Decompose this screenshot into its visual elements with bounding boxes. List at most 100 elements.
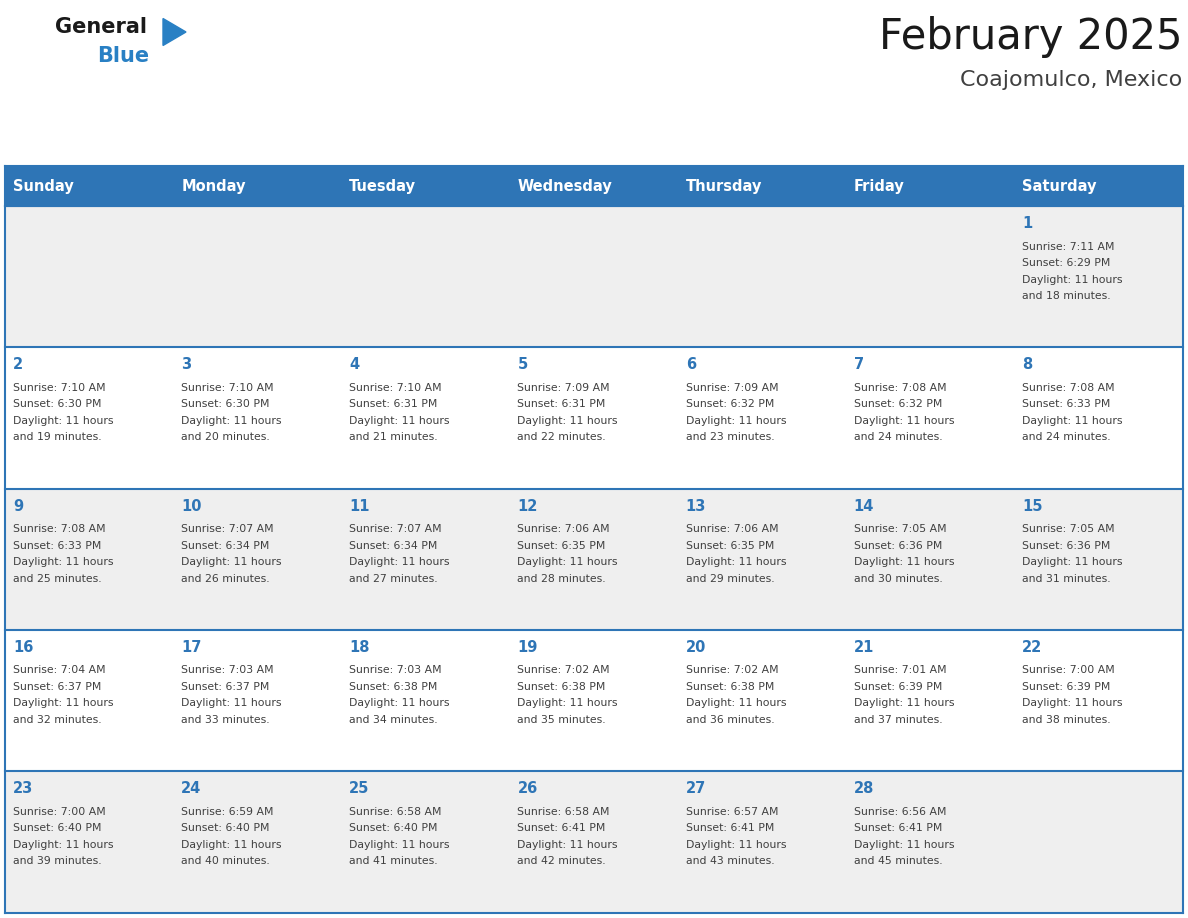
Text: Sunrise: 6:56 AM: Sunrise: 6:56 AM <box>854 807 947 817</box>
Text: 17: 17 <box>182 640 202 655</box>
Text: Daylight: 11 hours: Daylight: 11 hours <box>182 699 282 709</box>
Text: 10: 10 <box>182 498 202 514</box>
Text: 13: 13 <box>685 498 706 514</box>
Text: and 33 minutes.: and 33 minutes. <box>182 715 270 725</box>
Text: Daylight: 11 hours: Daylight: 11 hours <box>13 840 114 850</box>
Text: Sunrise: 7:06 AM: Sunrise: 7:06 AM <box>518 524 611 534</box>
Text: Daylight: 11 hours: Daylight: 11 hours <box>685 840 786 850</box>
Text: Daylight: 11 hours: Daylight: 11 hours <box>854 557 954 567</box>
Text: Sunrise: 7:00 AM: Sunrise: 7:00 AM <box>13 807 106 817</box>
Text: 24: 24 <box>182 781 202 796</box>
Text: and 26 minutes.: and 26 minutes. <box>182 574 270 584</box>
Bar <box>1015 166 1182 207</box>
Text: Saturday: Saturday <box>1022 179 1097 194</box>
Text: Sunset: 6:38 PM: Sunset: 6:38 PM <box>518 682 606 692</box>
Text: 8: 8 <box>1022 357 1032 373</box>
Text: Sunset: 6:36 PM: Sunset: 6:36 PM <box>854 541 942 551</box>
Bar <box>6 771 1182 912</box>
Text: Daylight: 11 hours: Daylight: 11 hours <box>685 557 786 567</box>
Text: 21: 21 <box>854 640 874 655</box>
Text: Daylight: 11 hours: Daylight: 11 hours <box>685 699 786 709</box>
Bar <box>6 207 1182 347</box>
Text: Sunrise: 7:09 AM: Sunrise: 7:09 AM <box>685 383 778 393</box>
Text: Sunset: 6:29 PM: Sunset: 6:29 PM <box>1022 258 1111 268</box>
Text: Sunrise: 7:05 AM: Sunrise: 7:05 AM <box>854 524 947 534</box>
Text: Sunset: 6:34 PM: Sunset: 6:34 PM <box>349 541 437 551</box>
Text: Daylight: 11 hours: Daylight: 11 hours <box>349 416 450 426</box>
Text: Sunset: 6:40 PM: Sunset: 6:40 PM <box>182 823 270 834</box>
Text: February 2025: February 2025 <box>879 16 1182 58</box>
Text: and 27 minutes.: and 27 minutes. <box>349 574 438 584</box>
Text: and 39 minutes.: and 39 minutes. <box>13 856 102 867</box>
Text: 20: 20 <box>685 640 706 655</box>
Text: Sunrise: 7:10 AM: Sunrise: 7:10 AM <box>349 383 442 393</box>
Text: Sunrise: 7:03 AM: Sunrise: 7:03 AM <box>349 666 442 676</box>
Bar <box>6 630 1182 771</box>
Text: Sunset: 6:32 PM: Sunset: 6:32 PM <box>854 399 942 409</box>
Text: Sunset: 6:41 PM: Sunset: 6:41 PM <box>854 823 942 834</box>
Text: Coajomulco, Mexico: Coajomulco, Mexico <box>960 71 1182 91</box>
Text: 28: 28 <box>854 781 874 796</box>
Bar <box>342 166 510 207</box>
Text: Sunrise: 7:11 AM: Sunrise: 7:11 AM <box>1022 241 1114 252</box>
Text: 23: 23 <box>13 781 33 796</box>
Text: and 40 minutes.: and 40 minutes. <box>182 856 270 867</box>
Text: Blue: Blue <box>97 46 150 66</box>
Text: and 45 minutes.: and 45 minutes. <box>854 856 942 867</box>
Text: Sunrise: 7:01 AM: Sunrise: 7:01 AM <box>854 666 947 676</box>
Text: 4: 4 <box>349 357 360 373</box>
Text: Sunrise: 6:58 AM: Sunrise: 6:58 AM <box>518 807 609 817</box>
Text: and 36 minutes.: and 36 minutes. <box>685 715 775 725</box>
Text: Sunrise: 6:58 AM: Sunrise: 6:58 AM <box>349 807 442 817</box>
Text: 18: 18 <box>349 640 369 655</box>
Text: Sunset: 6:35 PM: Sunset: 6:35 PM <box>685 541 775 551</box>
Text: 7: 7 <box>854 357 864 373</box>
Text: Daylight: 11 hours: Daylight: 11 hours <box>1022 274 1123 285</box>
Text: Sunset: 6:33 PM: Sunset: 6:33 PM <box>1022 399 1111 409</box>
Text: Sunrise: 7:09 AM: Sunrise: 7:09 AM <box>518 383 611 393</box>
Text: Sunrise: 7:08 AM: Sunrise: 7:08 AM <box>13 524 106 534</box>
Text: 12: 12 <box>518 498 538 514</box>
Text: and 22 minutes.: and 22 minutes. <box>518 432 606 442</box>
Text: Sunrise: 7:04 AM: Sunrise: 7:04 AM <box>13 666 106 676</box>
Bar <box>173 166 342 207</box>
Text: 14: 14 <box>854 498 874 514</box>
Text: Sunset: 6:30 PM: Sunset: 6:30 PM <box>182 399 270 409</box>
Text: 15: 15 <box>1022 498 1042 514</box>
Bar <box>6 488 1182 630</box>
Text: and 19 minutes.: and 19 minutes. <box>13 432 102 442</box>
Text: Daylight: 11 hours: Daylight: 11 hours <box>349 699 450 709</box>
Text: 16: 16 <box>13 640 33 655</box>
Text: General: General <box>55 17 147 38</box>
Text: Daylight: 11 hours: Daylight: 11 hours <box>685 416 786 426</box>
Text: and 37 minutes.: and 37 minutes. <box>854 715 942 725</box>
Text: Sunrise: 7:02 AM: Sunrise: 7:02 AM <box>518 666 611 676</box>
Text: Sunset: 6:30 PM: Sunset: 6:30 PM <box>13 399 101 409</box>
Bar <box>6 166 173 207</box>
Text: Sunrise: 7:06 AM: Sunrise: 7:06 AM <box>685 524 778 534</box>
Text: Sunset: 6:40 PM: Sunset: 6:40 PM <box>13 823 101 834</box>
Text: Sunset: 6:39 PM: Sunset: 6:39 PM <box>1022 682 1111 692</box>
Text: 27: 27 <box>685 781 706 796</box>
Text: Daylight: 11 hours: Daylight: 11 hours <box>13 557 114 567</box>
Text: and 32 minutes.: and 32 minutes. <box>13 715 102 725</box>
Text: Sunset: 6:37 PM: Sunset: 6:37 PM <box>13 682 101 692</box>
Text: Sunset: 6:31 PM: Sunset: 6:31 PM <box>349 399 437 409</box>
Text: Daylight: 11 hours: Daylight: 11 hours <box>13 416 114 426</box>
Text: Sunset: 6:33 PM: Sunset: 6:33 PM <box>13 541 101 551</box>
Text: 25: 25 <box>349 781 369 796</box>
Text: Monday: Monday <box>182 179 246 194</box>
Text: and 23 minutes.: and 23 minutes. <box>685 432 775 442</box>
Text: Daylight: 11 hours: Daylight: 11 hours <box>182 557 282 567</box>
Polygon shape <box>163 18 187 46</box>
Text: 1: 1 <box>1022 216 1032 231</box>
Text: Daylight: 11 hours: Daylight: 11 hours <box>13 699 114 709</box>
Text: Sunset: 6:40 PM: Sunset: 6:40 PM <box>349 823 438 834</box>
Text: Sunrise: 7:08 AM: Sunrise: 7:08 AM <box>854 383 947 393</box>
Text: and 29 minutes.: and 29 minutes. <box>685 574 775 584</box>
Text: and 21 minutes.: and 21 minutes. <box>349 432 438 442</box>
Text: and 41 minutes.: and 41 minutes. <box>349 856 438 867</box>
Text: Sunset: 6:35 PM: Sunset: 6:35 PM <box>518 541 606 551</box>
Text: Friday: Friday <box>854 179 904 194</box>
Text: Sunset: 6:31 PM: Sunset: 6:31 PM <box>518 399 606 409</box>
